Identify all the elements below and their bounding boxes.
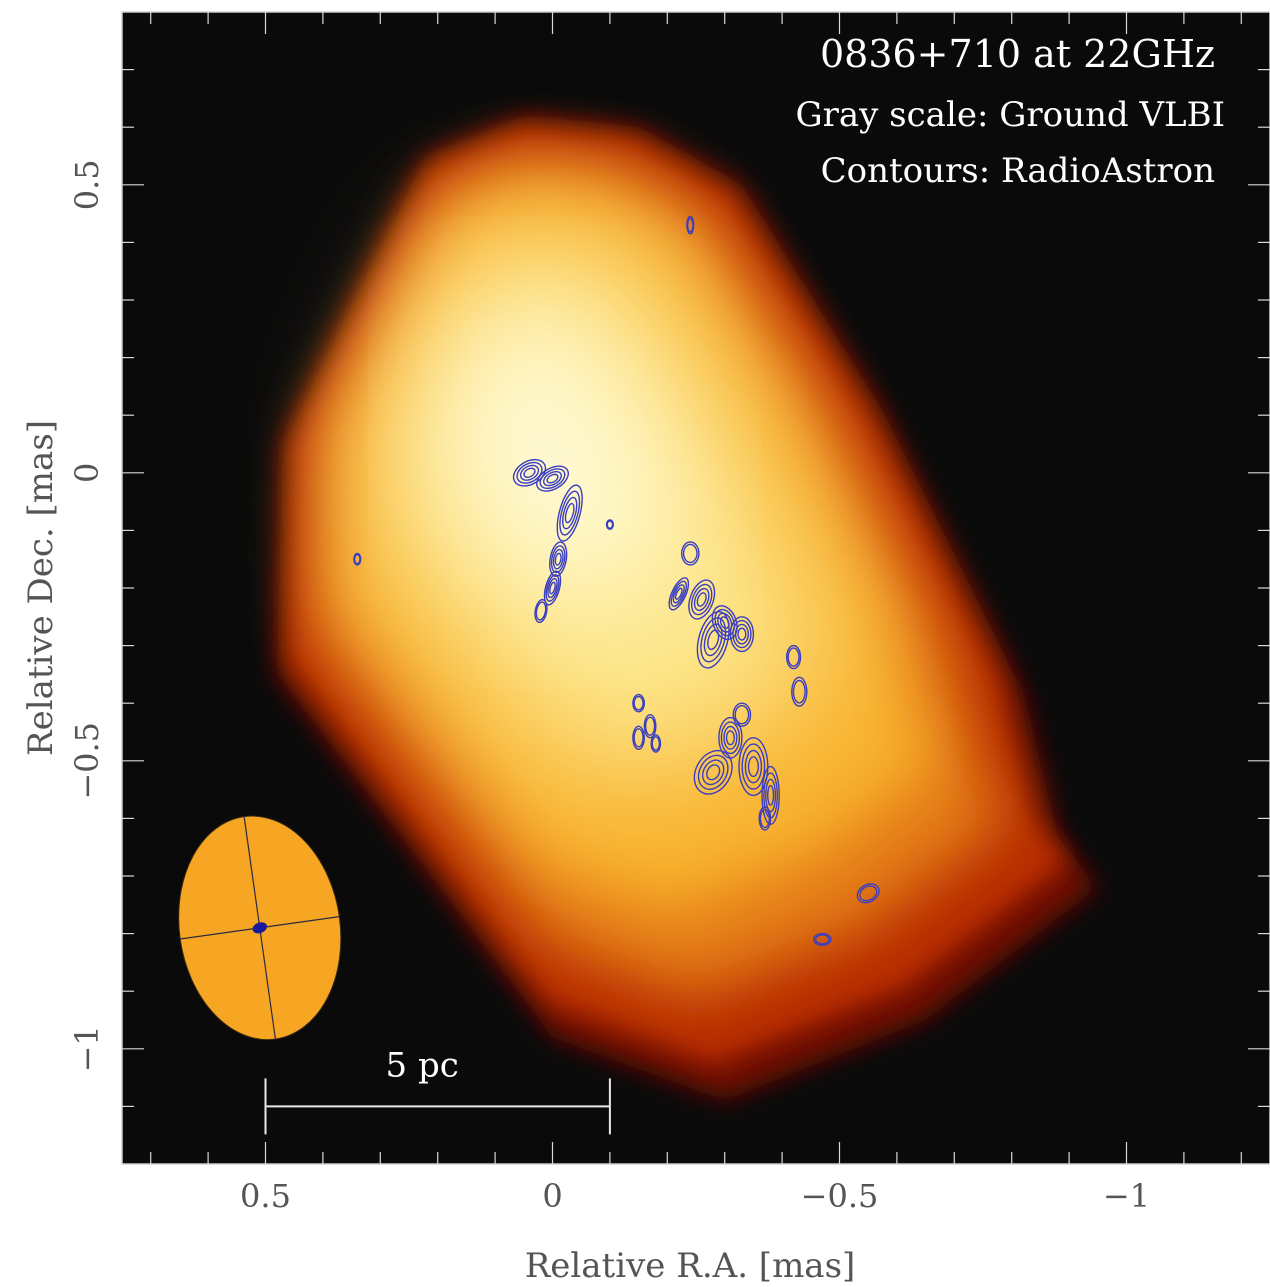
x-tick-labels: 0.5 0 −0.5 −1 xyxy=(240,1177,1150,1215)
chart-title: 0836+710 at 22GHz xyxy=(820,32,1215,76)
x-tick-label-0: 0.5 xyxy=(240,1177,291,1215)
y-tick-label-3: −1 xyxy=(68,1025,106,1072)
annotation-ground-vlbi: Gray scale: Ground VLBI xyxy=(795,95,1225,135)
y-tick-labels: 0.5 0 −0.5 −1 xyxy=(68,159,106,1072)
x-tick-label-2: −0.5 xyxy=(801,1177,879,1215)
x-tick-label-1: 0 xyxy=(542,1177,562,1215)
y-tick-label-1: 0 xyxy=(68,463,106,483)
y-tick-label-0: 0.5 xyxy=(68,159,106,210)
y-tick-label-2: −0.5 xyxy=(68,722,106,800)
scale-bar-label: 5 pc xyxy=(386,1045,459,1085)
x-axis-label: Relative R.A. [mas] xyxy=(525,1246,856,1286)
x-tick-label-3: −1 xyxy=(1103,1177,1150,1215)
annotation-radioastron: Contours: RadioAstron xyxy=(821,151,1215,191)
y-axis-label: Relative Dec. [mas] xyxy=(21,420,61,756)
